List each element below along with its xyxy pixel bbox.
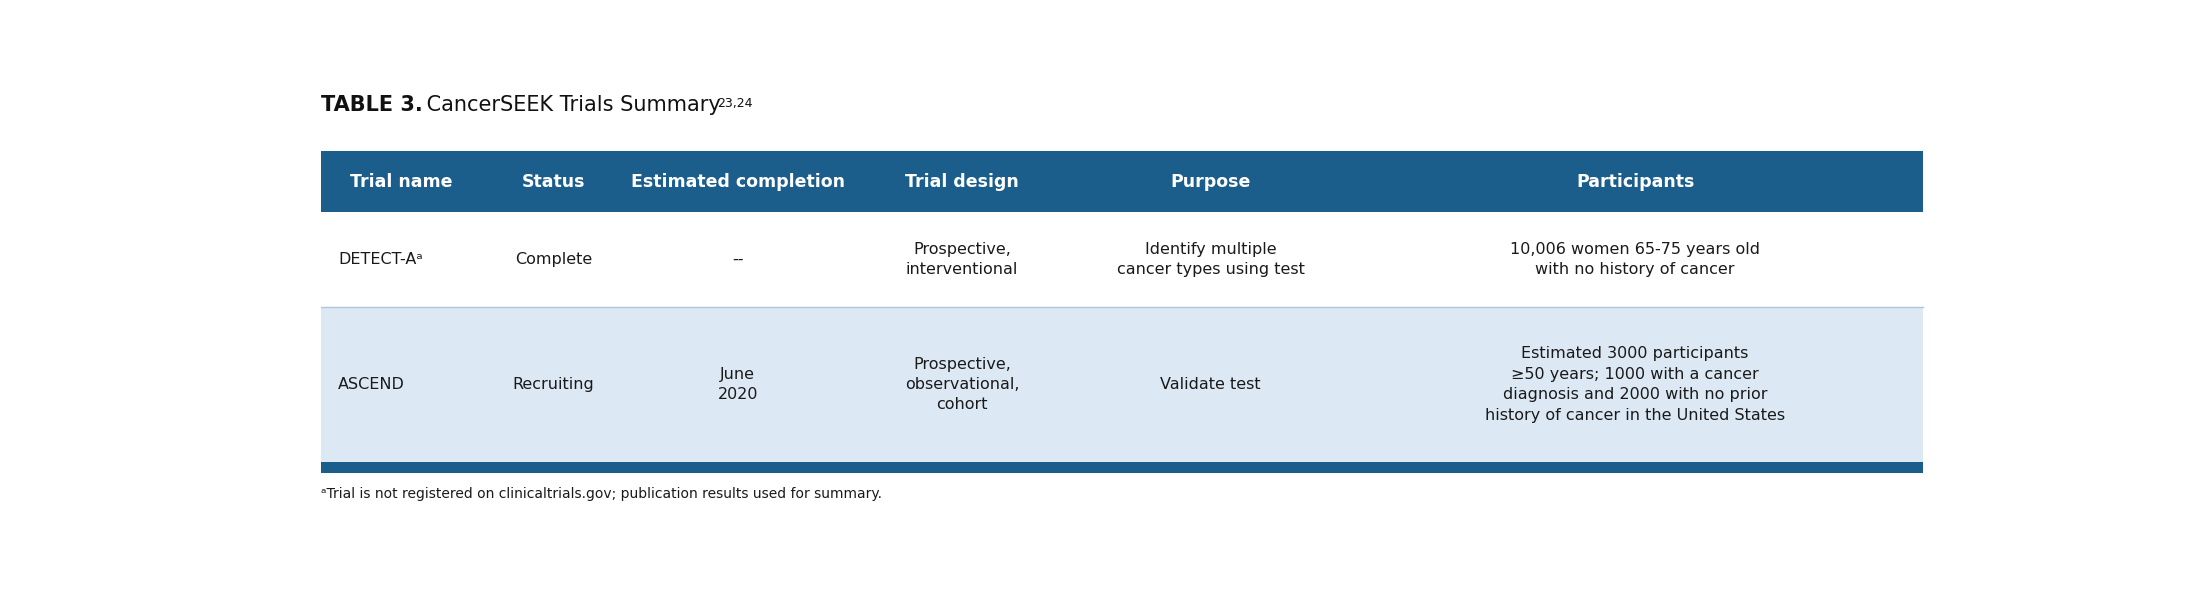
Text: Estimated completion: Estimated completion [631,173,845,191]
Text: 10,006 women 65-75 years old
with no history of cancer: 10,006 women 65-75 years old with no his… [1511,242,1761,277]
Text: Recruiting: Recruiting [512,377,593,392]
Bar [322,307,1923,462]
Text: Identify multiple
cancer types using test: Identify multiple cancer types using tes… [1117,242,1305,277]
Text: Estimated 3000 participants
≥50 years; 1000 with a cancer
diagnosis and 2000 wit: Estimated 3000 participants ≥50 years; 1… [1485,346,1785,422]
Text: Participants: Participants [1577,173,1695,191]
Bar [322,212,1923,307]
Bar [322,151,1923,212]
Text: Prospective,
interventional: Prospective, interventional [907,242,1018,277]
Text: CancerSEEK Trials Summary: CancerSEEK Trials Summary [420,95,721,114]
Bar [322,462,1923,472]
Text: Trial name: Trial name [350,173,453,191]
Text: DETECT-Aᵃ: DETECT-Aᵃ [337,252,423,267]
Text: TABLE 3.: TABLE 3. [322,95,423,114]
Text: ᵃTrial is not registered on clinicaltrials.gov; publication results used for sum: ᵃTrial is not registered on clinicaltria… [322,487,883,501]
Text: Purpose: Purpose [1169,173,1250,191]
Text: Trial design: Trial design [904,173,1018,191]
Text: Status: Status [521,173,585,191]
Text: Validate test: Validate test [1161,377,1261,392]
Text: Prospective,
observational,
cohort: Prospective, observational, cohort [904,357,1018,412]
Text: Complete: Complete [515,252,591,267]
Text: --: -- [731,252,745,267]
Text: ASCEND: ASCEND [337,377,405,392]
Text: June
2020: June 2020 [718,367,758,402]
Text: 23,24: 23,24 [716,97,751,110]
